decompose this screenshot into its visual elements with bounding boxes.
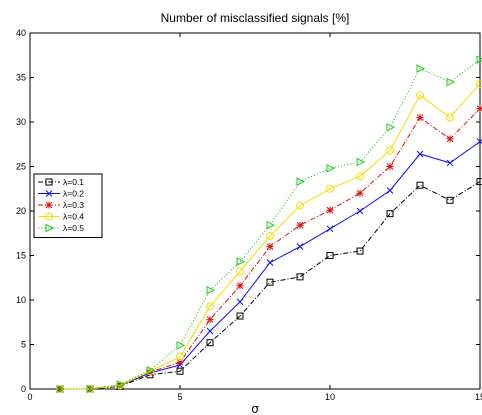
y-tick-label: 40 — [16, 28, 26, 38]
legend-box — [33, 173, 103, 238]
data-point — [296, 273, 304, 281]
data-point — [236, 298, 244, 306]
x-tick-label: 15 — [475, 392, 482, 402]
y-tick-label: 20 — [16, 206, 26, 216]
legend-marker — [45, 212, 53, 221]
x-tick-label: 0 — [27, 392, 32, 402]
axis-ticks: 0 5 10 15 0 5 10 15 20 25 30 35 40 — [16, 28, 482, 402]
data-point — [416, 181, 424, 189]
data-point — [356, 172, 364, 181]
data-point — [326, 184, 334, 193]
data-point — [86, 384, 96, 394]
data-point — [266, 259, 274, 266]
data-point — [326, 163, 336, 173]
data-point — [356, 247, 364, 255]
data-point — [296, 201, 304, 210]
y-tick-label: 5 — [21, 340, 26, 350]
legend-entry-label: λ=0.3 — [63, 200, 84, 210]
data-point — [236, 267, 244, 276]
x-tick-label: 10 — [325, 392, 335, 402]
data-point — [296, 221, 304, 229]
legend-entry-label: λ=0.5 — [63, 223, 84, 233]
data-point — [476, 178, 482, 186]
data-point — [416, 64, 426, 73]
data-point — [386, 146, 394, 155]
data-point — [266, 243, 274, 251]
data-point — [56, 384, 66, 394]
series-line — [60, 83, 481, 390]
data-point — [326, 206, 334, 214]
data-point — [266, 231, 274, 240]
data-point — [326, 252, 334, 259]
y-tick-label: 0 — [21, 384, 26, 394]
data-point — [416, 91, 424, 100]
data-point — [446, 135, 454, 143]
data-point — [236, 282, 244, 290]
series-group — [56, 55, 482, 394]
data-point — [356, 207, 364, 215]
data-point — [416, 114, 424, 122]
data-point — [176, 352, 184, 361]
data-point — [176, 358, 184, 366]
legend-marker — [45, 201, 53, 209]
chart-title: Number of misclassified signals [%] — [161, 11, 350, 25]
data-point — [206, 316, 214, 324]
data-point — [386, 123, 396, 132]
data-point — [176, 367, 184, 375]
data-point — [266, 278, 274, 286]
data-point — [356, 157, 366, 167]
data-point — [236, 312, 244, 320]
x-axis-label: σ — [251, 402, 259, 415]
data-point — [386, 187, 394, 194]
data-point — [326, 225, 334, 233]
data-point — [206, 327, 214, 335]
data-point — [446, 77, 456, 87]
y-tick-label: 15 — [16, 251, 26, 261]
data-point — [296, 243, 304, 250]
data-point — [476, 138, 482, 145]
series-4 — [56, 79, 482, 393]
data-point — [416, 150, 424, 158]
legend: λ=0.1 λ=0.2λ=0.3 λ=0.4λ=0.5 — [33, 173, 103, 238]
legend-marker — [45, 223, 55, 233]
data-point — [206, 302, 214, 311]
data-point — [446, 196, 454, 204]
legend-entry-label: λ=0.2 — [63, 189, 84, 199]
data-point — [386, 163, 394, 170]
data-point — [476, 55, 482, 65]
data-point — [476, 79, 482, 88]
y-tick-label: 35 — [16, 73, 26, 83]
series-line — [60, 181, 481, 390]
legend-marker — [45, 178, 53, 186]
data-point — [236, 257, 246, 267]
data-point — [176, 341, 186, 350]
series-line — [60, 59, 481, 390]
data-point — [356, 189, 364, 197]
data-point — [476, 105, 482, 113]
data-point — [206, 339, 214, 347]
legend-entry-label: λ=0.4 — [63, 212, 84, 222]
legend-entry-label: λ=0.1 — [63, 177, 84, 187]
data-point — [446, 113, 454, 122]
y-tick-label: 10 — [16, 295, 26, 305]
legend-marker — [45, 190, 53, 197]
series-5 — [56, 55, 482, 394]
data-point — [386, 210, 394, 218]
data-point — [446, 159, 454, 167]
x-tick-label: 5 — [177, 392, 182, 402]
data-point — [206, 285, 216, 295]
data-point — [116, 380, 126, 389]
y-tick-label: 30 — [16, 117, 26, 127]
y-tick-label: 25 — [16, 162, 26, 172]
data-point — [146, 366, 156, 375]
data-point — [266, 220, 276, 230]
data-point — [296, 177, 306, 186]
